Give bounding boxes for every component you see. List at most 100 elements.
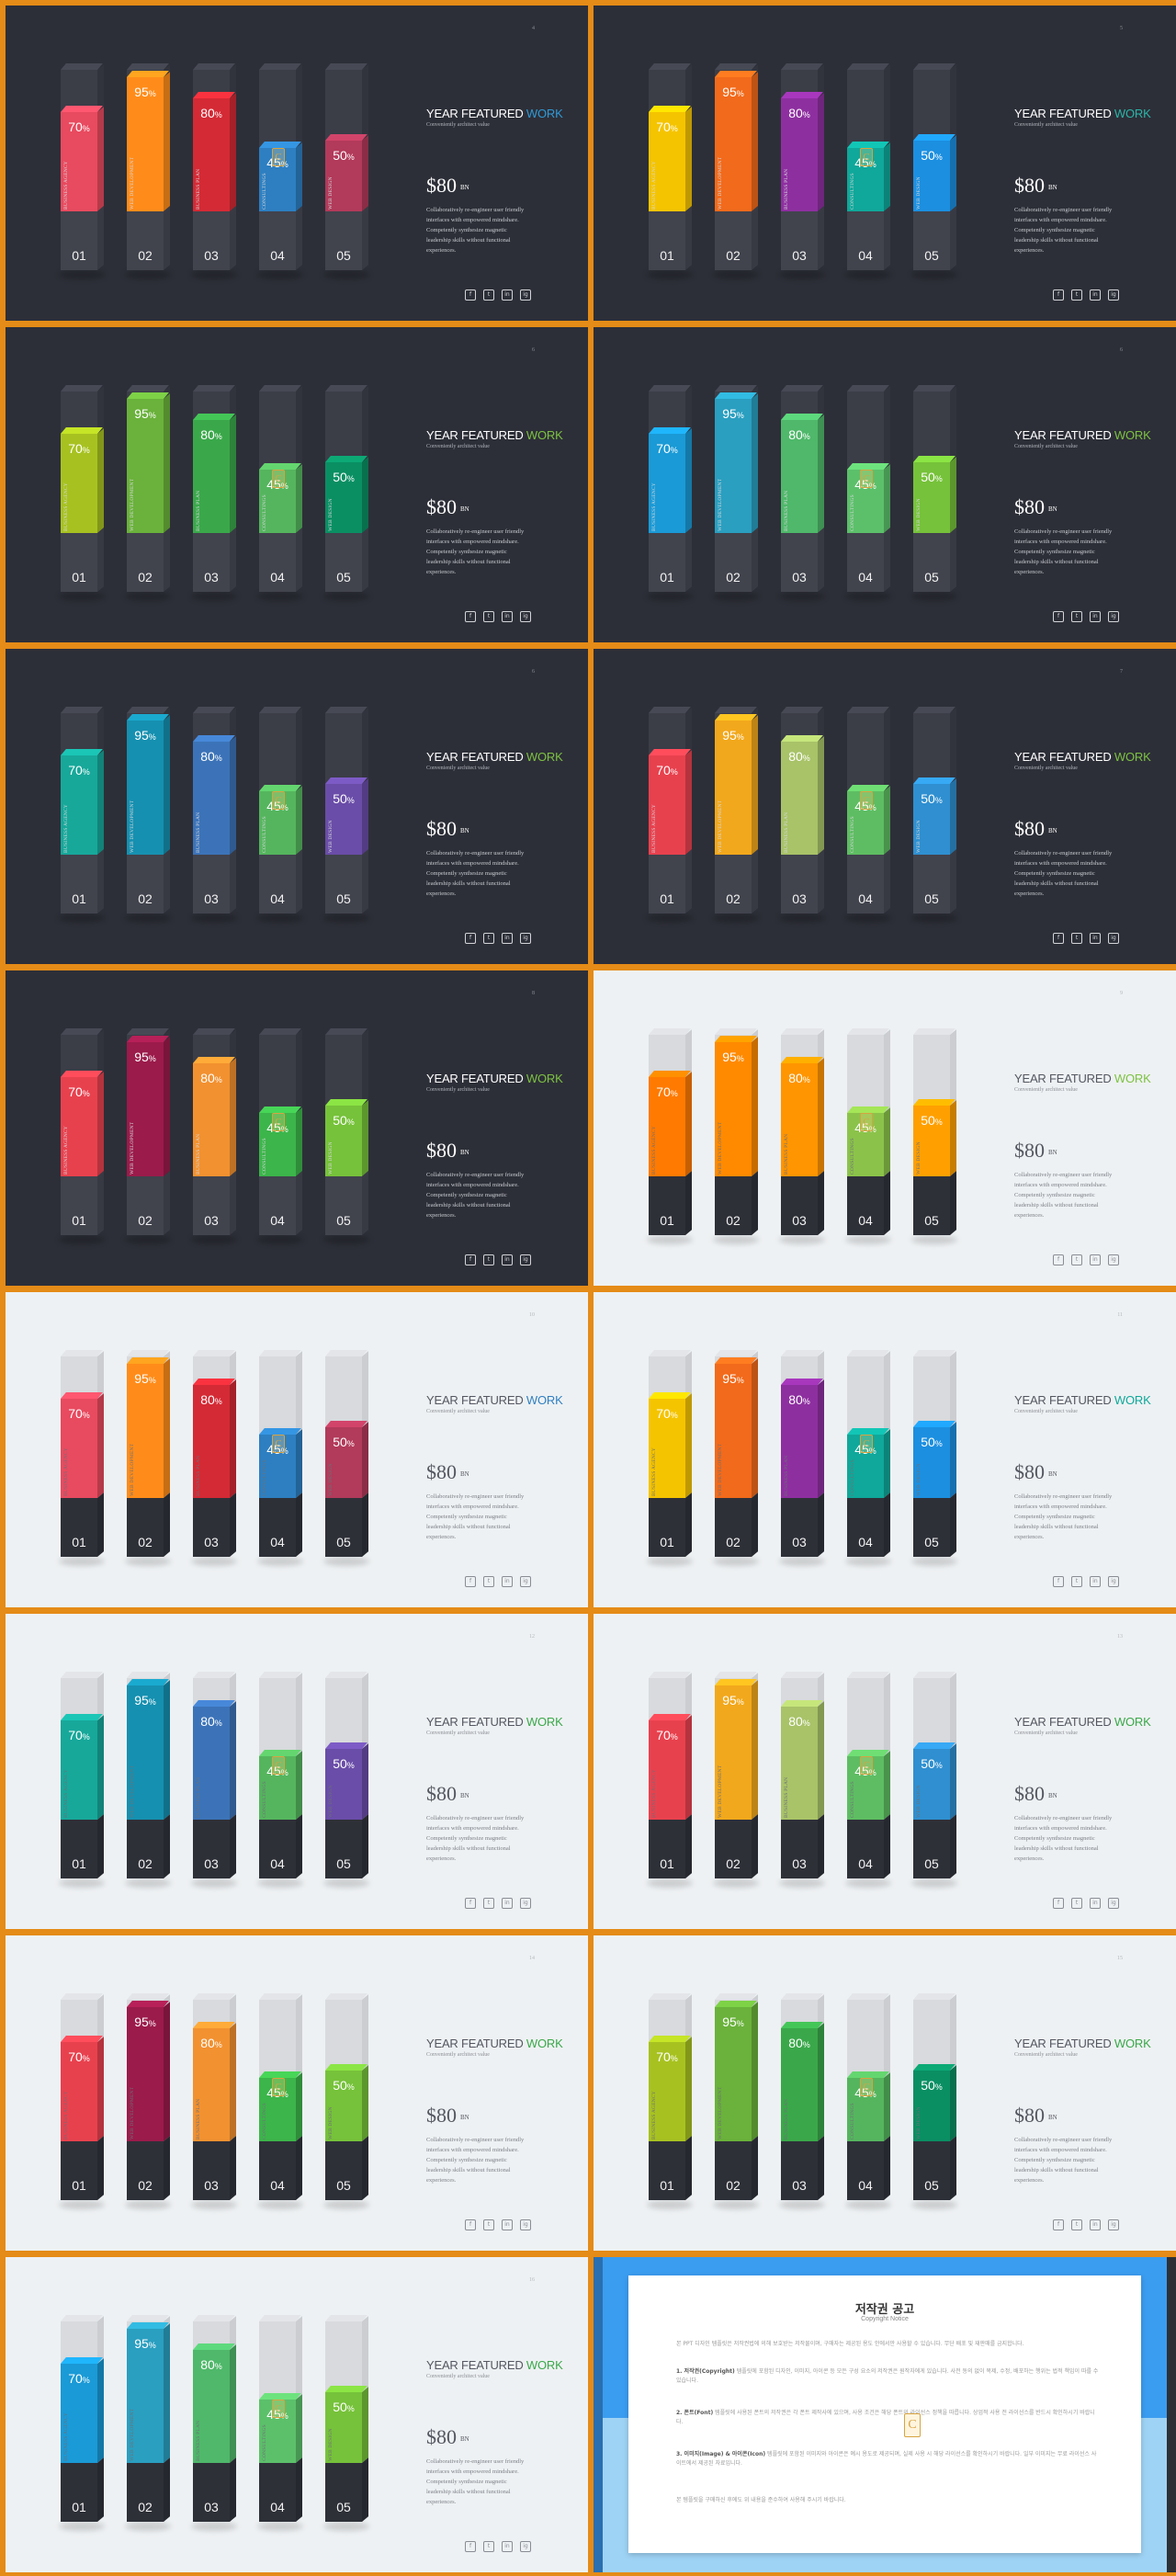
linkedin-icon[interactable]: in [1090,933,1101,944]
bar-base-side [362,1171,368,1235]
bar-base-side [685,1171,692,1235]
twitter-icon[interactable]: t [1071,1254,1082,1265]
bar-category-label: WEB DESIGN [328,2106,334,2139]
facebook-icon[interactable]: f [1053,2219,1064,2230]
instagram-icon[interactable]: ig [1108,1898,1119,1909]
instagram-icon[interactable]: ig [520,933,531,944]
bar-column: 45% 04 CONSULTINGS C [257,2314,303,2531]
bar-fill [61,2357,104,2463]
bar-number: 02 [726,248,741,263]
linkedin-icon[interactable]: in [502,611,513,622]
bar-base [715,1492,758,1557]
facebook-icon[interactable]: f [465,1576,476,1587]
price-value: $80 [1014,1139,1045,1162]
bar-shadow [257,1235,303,1244]
instagram-icon[interactable]: ig [1108,1576,1119,1587]
linkedin-icon[interactable]: in [502,2541,513,2552]
instagram-icon[interactable]: ig [520,2541,531,2552]
twitter-icon[interactable]: t [1071,1576,1082,1587]
twitter-icon[interactable]: t [1071,611,1082,622]
instagram-icon[interactable]: ig [1108,611,1119,622]
instagram-icon[interactable]: ig [520,1576,531,1587]
instagram-icon[interactable]: ig [520,289,531,301]
instagram-icon[interactable]: ig [1108,933,1119,944]
facebook-icon[interactable]: f [1053,289,1064,301]
bar-fill-side [950,135,956,211]
instagram-icon[interactable]: ig [1108,289,1119,301]
facebook-icon[interactable]: f [465,1898,476,1909]
linkedin-icon[interactable]: in [1090,2219,1101,2230]
bar-track-top [715,1993,757,2000]
percent-sign: % [148,411,156,420]
twitter-icon[interactable]: t [1071,1898,1082,1909]
bar-base [781,1814,824,1878]
bar-track-top [259,1993,301,2000]
facebook-icon[interactable]: f [465,933,476,944]
bar-base [649,849,692,914]
facebook-icon[interactable]: f [465,289,476,301]
instagram-icon[interactable]: ig [520,611,531,622]
facebook-icon[interactable]: f [1053,1898,1064,1909]
slide-subtitle: Conveniently architect value [426,2374,490,2379]
facebook-icon[interactable]: f [465,2219,476,2230]
facebook-icon[interactable]: f [1053,1576,1064,1587]
bar-fill [259,1106,302,1176]
linkedin-icon[interactable]: in [502,2219,513,2230]
twitter-icon[interactable]: t [483,933,494,944]
watermark-c-logo: C [272,148,285,166]
facebook-icon[interactable]: f [465,1254,476,1265]
linkedin-icon[interactable]: in [502,933,513,944]
bar-category: WEB DEVELOPMENT [127,752,138,853]
linkedin-icon[interactable]: in [502,289,513,301]
percent-sign: % [670,1411,678,1420]
facebook-icon[interactable]: f [1053,1254,1064,1265]
linkedin-icon[interactable]: in [502,1576,513,1587]
price: $80 BN [426,1139,582,1163]
linkedin-icon[interactable]: in [1090,1576,1101,1587]
instagram-icon[interactable]: ig [520,2219,531,2230]
linkedin-icon[interactable]: in [1090,1254,1101,1265]
facebook-icon[interactable]: f [1053,611,1064,622]
instagram-icon[interactable]: ig [1108,1254,1119,1265]
twitter-icon[interactable]: t [483,289,494,301]
text-block: YEAR FEATURED WORK Conveniently architect… [426,750,582,899]
bar-base [61,1814,104,1878]
twitter-icon[interactable]: t [1071,2219,1082,2230]
bar-fill [847,142,890,211]
bar-base-side [296,206,302,270]
linkedin-icon[interactable]: in [1090,289,1101,301]
price: $80 BN [426,2425,582,2449]
facebook-icon[interactable]: f [465,2541,476,2552]
bar-shadow [191,1235,237,1244]
linkedin-icon[interactable]: in [1090,611,1101,622]
facebook-icon[interactable]: f [1053,933,1064,944]
instagram-icon[interactable]: ig [520,1254,531,1265]
facebook-icon[interactable]: f [465,611,476,622]
bar-column: 80% 03 BUSINESS PLAN [191,1671,237,1888]
instagram-icon[interactable]: ig [520,1898,531,1909]
linkedin-icon[interactable]: in [1090,1898,1101,1909]
title-main: YEAR FEATURED [1014,107,1114,120]
bar-base [61,528,104,592]
twitter-icon[interactable]: t [483,1576,494,1587]
bar-value-label: 80% [193,749,230,764]
bar-column: 70% 01 BUSINESS AGENCY [647,384,693,601]
bar-base [325,1814,368,1878]
twitter-icon[interactable]: t [1071,933,1082,944]
twitter-icon[interactable]: t [483,2219,494,2230]
bar-base [781,849,824,914]
instagram-icon[interactable]: ig [1108,2219,1119,2230]
bar-value: 80 [200,2036,215,2050]
twitter-icon[interactable]: t [483,611,494,622]
bar-fill-side [752,715,758,855]
bar-number: 03 [204,248,219,263]
linkedin-icon[interactable]: in [502,1254,513,1265]
bar-column: 80% 03 BUSINESS PLAN [779,1671,825,1888]
twitter-icon[interactable]: t [483,1254,494,1265]
bar-shadow [779,592,825,601]
linkedin-icon[interactable]: in [502,1898,513,1909]
bar-fill-side [752,72,758,211]
twitter-icon[interactable]: t [1071,289,1082,301]
twitter-icon[interactable]: t [483,2541,494,2552]
twitter-icon[interactable]: t [483,1898,494,1909]
